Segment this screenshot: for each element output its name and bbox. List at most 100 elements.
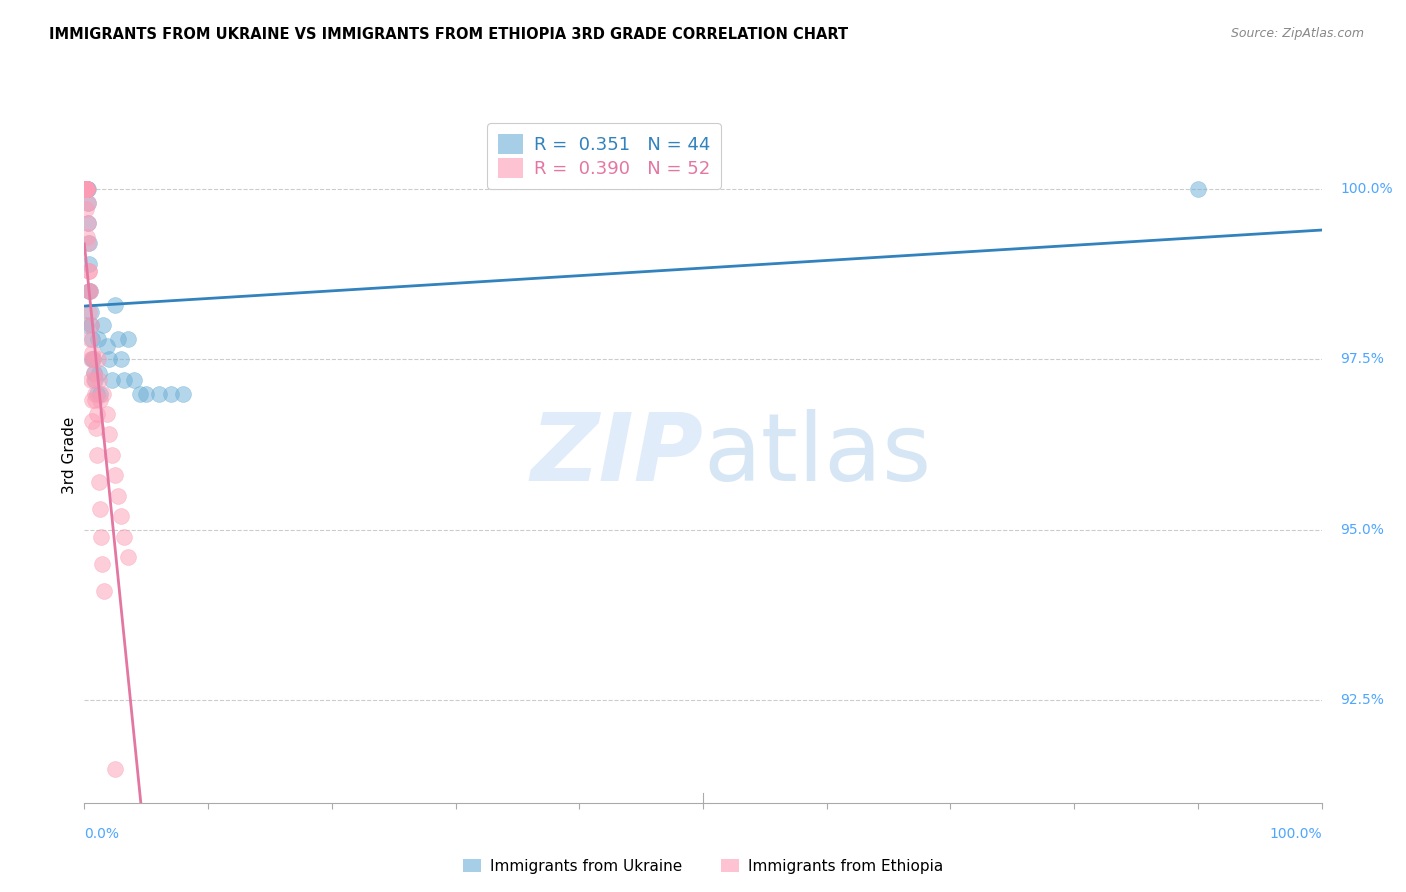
Point xyxy=(89,366,111,380)
Point xyxy=(82,352,104,367)
Point xyxy=(75,182,97,196)
Point xyxy=(107,332,129,346)
Text: 100.0%: 100.0% xyxy=(1270,827,1322,840)
Point xyxy=(112,530,135,544)
Point xyxy=(79,284,101,298)
Point xyxy=(77,216,100,230)
Point xyxy=(76,182,98,196)
Point xyxy=(80,318,103,333)
Text: 95.0%: 95.0% xyxy=(1340,523,1384,537)
Point xyxy=(110,352,132,367)
Point xyxy=(172,386,194,401)
Point xyxy=(75,182,97,196)
Point xyxy=(82,352,104,367)
Text: 0.0%: 0.0% xyxy=(84,827,120,840)
Point xyxy=(80,393,103,408)
Point xyxy=(75,318,97,333)
Point xyxy=(80,318,103,333)
Point xyxy=(76,182,98,196)
Text: atlas: atlas xyxy=(703,409,931,501)
Y-axis label: 3rd Grade: 3rd Grade xyxy=(62,417,77,493)
Point xyxy=(148,386,170,401)
Point xyxy=(86,448,108,462)
Point xyxy=(84,386,107,401)
Point xyxy=(91,386,114,401)
Point xyxy=(79,304,101,318)
Point xyxy=(87,475,110,490)
Point xyxy=(82,345,104,359)
Point xyxy=(77,264,100,278)
Point xyxy=(76,182,98,196)
Point xyxy=(83,366,105,380)
Point xyxy=(77,236,100,251)
Point xyxy=(100,448,122,462)
Point xyxy=(84,420,107,434)
Point xyxy=(80,373,103,387)
Point xyxy=(79,284,101,298)
Point xyxy=(73,182,96,196)
Point xyxy=(75,182,97,196)
Text: Source: ZipAtlas.com: Source: ZipAtlas.com xyxy=(1230,27,1364,40)
Point xyxy=(75,182,97,196)
Point xyxy=(82,352,104,367)
Point xyxy=(96,407,118,421)
Point xyxy=(73,182,96,196)
Point xyxy=(98,427,121,442)
Point xyxy=(117,332,139,346)
Point xyxy=(83,366,105,380)
Point xyxy=(87,332,110,346)
Point xyxy=(75,182,97,196)
Point xyxy=(160,386,183,401)
Point xyxy=(83,373,105,387)
Point xyxy=(76,182,98,196)
Point xyxy=(86,407,108,421)
Point xyxy=(107,489,129,503)
Point xyxy=(86,386,108,401)
Point xyxy=(82,414,104,428)
Point xyxy=(79,304,101,318)
Point xyxy=(89,393,111,408)
Point xyxy=(77,236,100,251)
Point xyxy=(77,216,100,230)
Point xyxy=(75,182,97,196)
Text: 97.5%: 97.5% xyxy=(1340,352,1384,367)
Text: 100.0%: 100.0% xyxy=(1340,182,1393,196)
Point xyxy=(104,298,127,312)
Point xyxy=(76,195,98,210)
Point xyxy=(83,393,105,408)
Point xyxy=(75,202,97,217)
Point xyxy=(89,373,111,387)
Point xyxy=(84,373,107,387)
Point xyxy=(79,352,101,367)
Point xyxy=(122,373,145,387)
Point xyxy=(104,762,127,776)
Point xyxy=(80,332,103,346)
Point xyxy=(76,182,98,196)
Point xyxy=(1187,182,1209,196)
Point xyxy=(96,339,118,353)
Point xyxy=(104,468,127,483)
Point xyxy=(135,386,157,401)
Point xyxy=(110,509,132,524)
Point xyxy=(90,530,112,544)
Point xyxy=(112,373,135,387)
Point xyxy=(76,182,98,196)
Point xyxy=(76,182,98,196)
Legend: Immigrants from Ukraine, Immigrants from Ethiopia: Immigrants from Ukraine, Immigrants from… xyxy=(457,853,949,880)
Point xyxy=(76,182,98,196)
Point xyxy=(89,386,111,401)
Point xyxy=(79,284,101,298)
Point xyxy=(129,386,152,401)
Text: ZIP: ZIP xyxy=(530,409,703,501)
Point xyxy=(76,182,98,196)
Point xyxy=(98,352,121,367)
Point xyxy=(87,352,110,367)
Point xyxy=(89,502,111,516)
Point xyxy=(77,195,100,210)
Text: IMMIGRANTS FROM UKRAINE VS IMMIGRANTS FROM ETHIOPIA 3RD GRADE CORRELATION CHART: IMMIGRANTS FROM UKRAINE VS IMMIGRANTS FR… xyxy=(49,27,848,42)
Point xyxy=(100,373,122,387)
Point xyxy=(91,557,114,571)
Legend: R =  0.351   N = 44, R =  0.390   N = 52: R = 0.351 N = 44, R = 0.390 N = 52 xyxy=(486,123,721,189)
Point xyxy=(117,550,139,565)
Point xyxy=(76,229,98,244)
